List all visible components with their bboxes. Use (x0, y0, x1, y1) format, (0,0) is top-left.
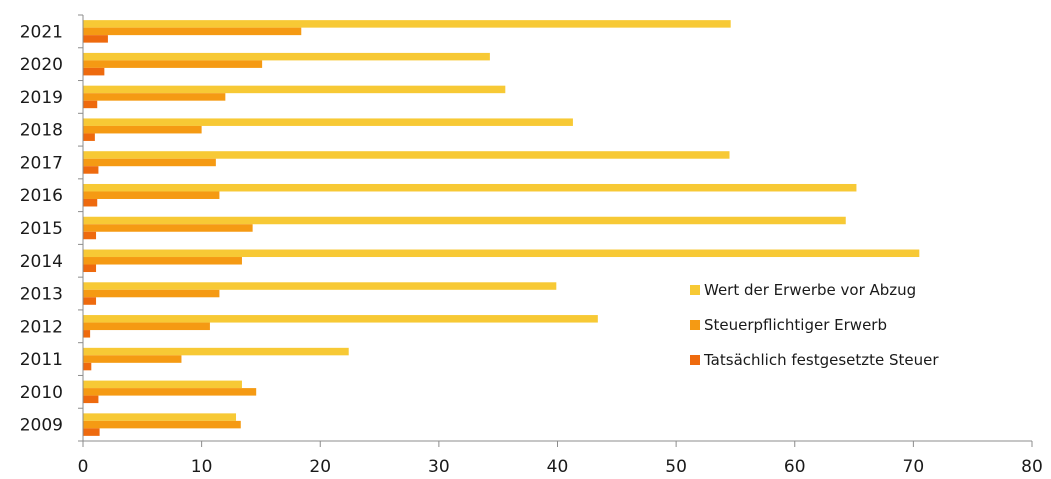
bar-2016-series-1 (83, 183, 857, 192)
bar-2020-series-1 (83, 52, 490, 61)
x-tick-label: 60 (784, 457, 806, 477)
bar-2009-series-2 (83, 420, 241, 429)
bars-group (83, 20, 920, 436)
bar-2021-series-1 (83, 20, 731, 28)
bar-2009-series-3 (83, 428, 100, 436)
x-tick-label: 10 (191, 457, 213, 477)
legend-label-3: Tatsächlich festgesetzte Steuer (703, 351, 939, 369)
bar-2012-series-2 (83, 322, 210, 331)
y-tick-label: 2018 (20, 121, 63, 141)
bar-2017-series-1 (83, 151, 730, 159)
bar-2012-series-3 (83, 330, 91, 338)
y-tick-label: 2009 (20, 416, 63, 436)
y-tick-label: 2016 (20, 186, 63, 206)
legend-label-1: Wert der Erwerbe vor Abzug (704, 281, 916, 299)
y-tick-label: 2010 (20, 383, 63, 403)
legend-swatch-1 (690, 285, 700, 295)
bar-2011-series-2 (83, 355, 182, 363)
y-tick-label: 2020 (20, 55, 63, 75)
bar-2015-series-2 (83, 224, 253, 232)
bar-2014-series-3 (83, 264, 97, 273)
x-tick-label: 40 (547, 457, 569, 477)
x-tick-label: 30 (428, 457, 450, 477)
y-tick-label: 2012 (20, 317, 63, 337)
x-tick-labels: 0 10 20 30 40 50 60 70 80 (78, 457, 1043, 477)
bar-2009-series-1 (83, 413, 237, 421)
bar-2014-series-2 (83, 257, 242, 265)
x-tick-label: 70 (903, 457, 925, 477)
bar-2018-series-3 (83, 133, 95, 141)
bar-2021-series-3 (83, 35, 108, 43)
y-tick-label: 2015 (20, 219, 63, 239)
y-tick-label: 2011 (20, 350, 63, 370)
legend: Wert der Erwerbe vor Abzug Steuerpflichti… (690, 281, 939, 369)
legend-swatch-2 (690, 320, 700, 330)
bar-2019-series-3 (83, 100, 98, 109)
bar-2013-series-2 (83, 289, 220, 298)
bar-2014-series-1 (83, 249, 920, 258)
y-tick-label: 2013 (20, 285, 63, 305)
x-tick-label: 0 (78, 457, 89, 477)
bar-2017-series-3 (83, 166, 99, 174)
bar-2010-series-2 (83, 388, 257, 396)
bar-2018-series-2 (83, 125, 202, 134)
bar-2019-series-1 (83, 85, 506, 94)
bar-2017-series-2 (83, 158, 216, 167)
bar-2018-series-1 (83, 118, 573, 126)
y-tick-label: 2021 (20, 22, 63, 42)
y-tick-label: 2019 (20, 88, 63, 108)
bar-2011-series-1 (83, 347, 349, 356)
bar-2016-series-3 (83, 198, 98, 207)
y-tick-labels: 2021 2020 2019 2018 2017 2016 2015 2014 2013 2012… (20, 22, 63, 435)
bar-2015-series-1 (83, 216, 846, 225)
legend-swatch-3 (690, 355, 700, 365)
bar-2013-series-3 (83, 297, 97, 305)
bar-2010-series-3 (83, 395, 99, 404)
y-tick-label: 2014 (20, 252, 63, 272)
y-tick-label: 2017 (20, 153, 63, 173)
bar-2020-series-2 (83, 60, 263, 68)
x-tick-label: 50 (665, 457, 687, 477)
axes-group (78, 14, 1033, 447)
x-tick-label: 20 (309, 457, 331, 477)
bar-2010-series-1 (83, 380, 242, 389)
bar-2013-series-1 (83, 282, 557, 290)
bar-2021-series-2 (83, 27, 302, 36)
x-tick-label: 80 (1021, 457, 1043, 477)
bar-2015-series-3 (83, 231, 97, 240)
bar-2020-series-3 (83, 67, 105, 76)
bar-2011-series-3 (83, 362, 92, 371)
bar-2019-series-2 (83, 93, 226, 101)
bar-2012-series-1 (83, 315, 598, 323)
bar-2016-series-2 (83, 191, 220, 199)
legend-label-2: Steuerpflichtiger Erwerb (704, 316, 887, 334)
